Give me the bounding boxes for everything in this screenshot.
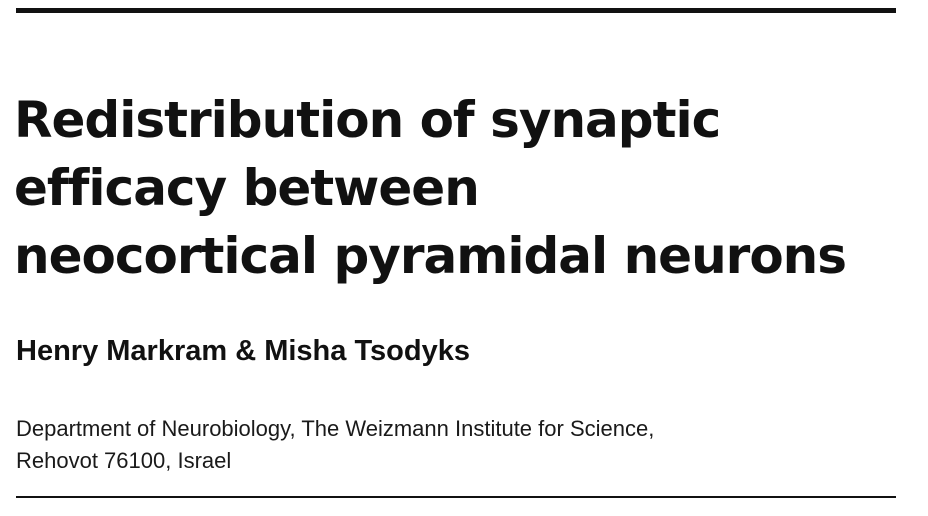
- bottom-rule: [16, 496, 896, 498]
- top-rule: [16, 8, 896, 13]
- author-affiliation: Department of Neurobiology, The Weizmann…: [16, 413, 654, 477]
- article-title: Redistribution of synaptic efficacy betw…: [14, 86, 847, 290]
- title-line-2: efficacy between: [14, 159, 480, 217]
- title-line-1: Redistribution of synaptic: [14, 91, 721, 149]
- affiliation-line-2: Rehovot 76100, Israel: [16, 448, 232, 473]
- title-line-3: neocortical pyramidal neurons: [14, 227, 847, 285]
- author-list: Henry Markram & Misha Tsodyks: [16, 335, 470, 367]
- affiliation-line-1: Department of Neurobiology, The Weizmann…: [16, 416, 655, 441]
